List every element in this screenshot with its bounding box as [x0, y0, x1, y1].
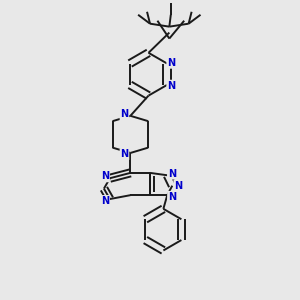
Text: N: N [120, 149, 128, 160]
Text: N: N [174, 181, 182, 191]
Text: N: N [167, 80, 175, 91]
Text: N: N [101, 196, 109, 206]
Text: N: N [101, 172, 109, 182]
Text: N: N [120, 109, 128, 119]
Text: N: N [168, 192, 176, 202]
Text: N: N [167, 58, 175, 68]
Text: N: N [168, 169, 176, 179]
